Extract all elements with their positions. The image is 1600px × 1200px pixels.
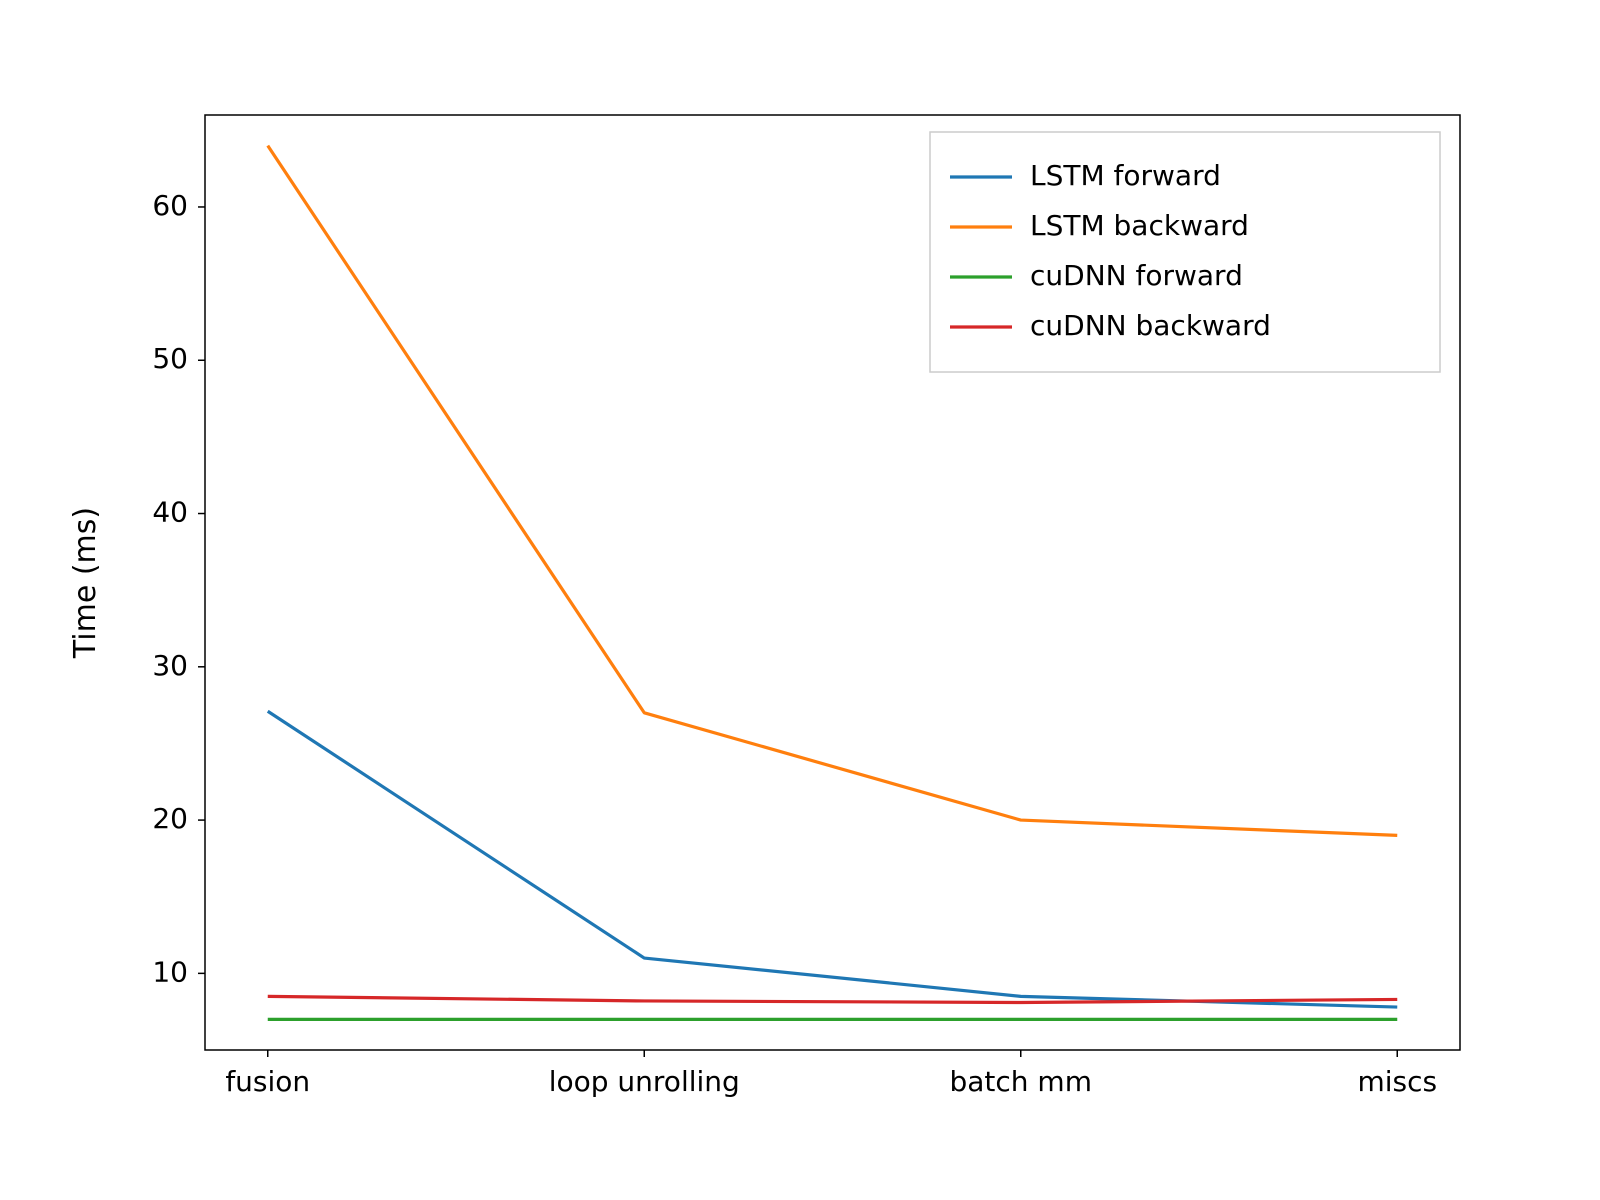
x-tick-label: fusion — [225, 1065, 310, 1098]
chart-svg: 10 20 30 40 50 60 fusion loop unrolling batch mm… — [0, 0, 1600, 1200]
y-tick-label: 30 — [152, 649, 188, 682]
x-tick-label: batch mm — [949, 1065, 1092, 1098]
legend-label: cuDNN forward — [1030, 259, 1243, 292]
y-axis-label: Time (ms) — [68, 507, 103, 659]
y-tick-label: 60 — [152, 189, 188, 222]
y-tick-label: 40 — [152, 496, 188, 529]
y-tick-label: 20 — [152, 802, 188, 835]
x-tick-label: loop unrolling — [549, 1065, 740, 1098]
y-tick-label: 50 — [152, 342, 188, 375]
y-tick-label: 10 — [152, 955, 188, 988]
legend-label: cuDNN backward — [1030, 309, 1271, 342]
legend-label: LSTM backward — [1030, 209, 1249, 242]
benchmark-line-chart: 10 20 30 40 50 60 fusion loop unrolling batch mm… — [0, 0, 1600, 1200]
legend-label: LSTM forward — [1030, 159, 1221, 192]
x-tick-label: miscs — [1357, 1065, 1437, 1098]
